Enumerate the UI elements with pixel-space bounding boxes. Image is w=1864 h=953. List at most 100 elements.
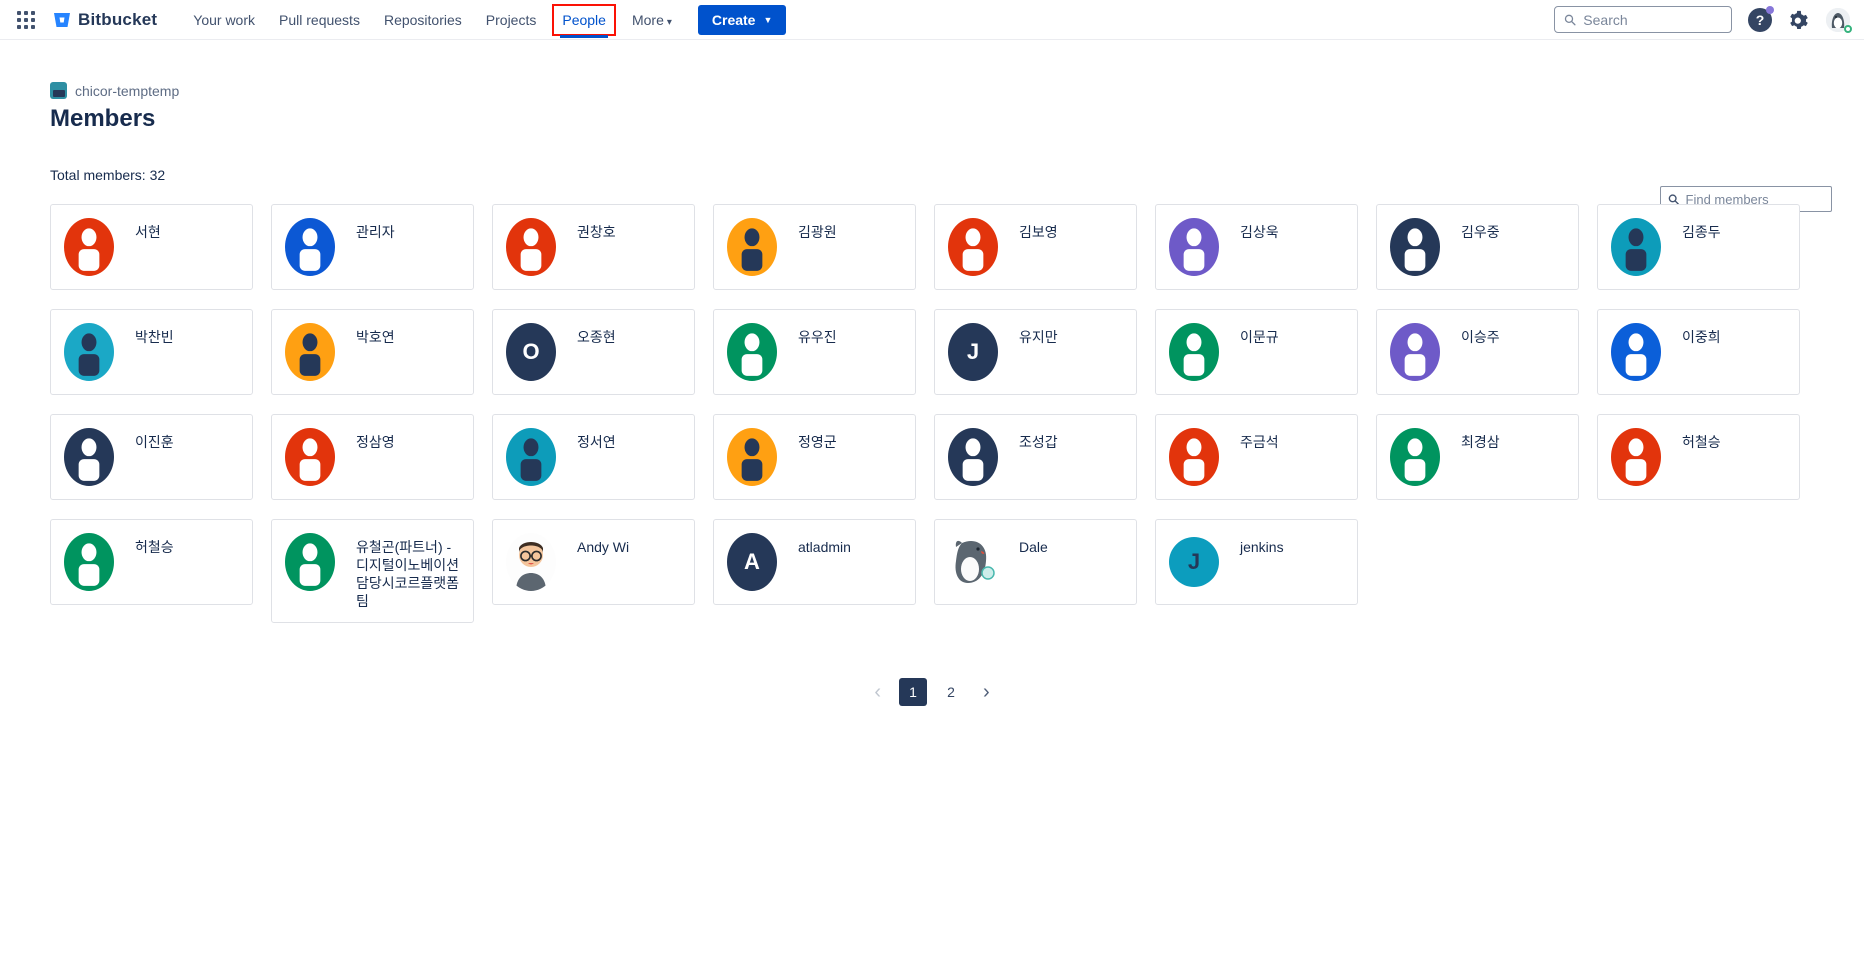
member-name[interactable]: 주금석	[1240, 434, 1279, 450]
member-name[interactable]: 허철승	[1682, 434, 1721, 450]
member-name[interactable]: 정영군	[798, 434, 837, 450]
member-card[interactable]: 정삼영	[271, 414, 474, 500]
member-name[interactable]: 박찬빈	[135, 329, 174, 345]
bitbucket-bucket-icon	[54, 12, 70, 27]
member-card[interactable]: 서현	[50, 204, 253, 290]
member-name[interactable]: 유우진	[798, 329, 837, 345]
member-avatar-icon	[1611, 323, 1661, 381]
member-name[interactable]: 권창호	[577, 224, 616, 240]
pagination-page-1[interactable]: 1	[899, 678, 927, 706]
nav-item-repositories[interactable]: Repositories	[383, 11, 462, 28]
nav-item-your-work[interactable]: Your work	[193, 11, 256, 28]
member-card[interactable]: 박찬빈	[50, 309, 253, 395]
member-card[interactable]: 박호연	[271, 309, 474, 395]
member-card[interactable]: 허철승	[1597, 414, 1800, 500]
member-card[interactable]: 정영군	[713, 414, 916, 500]
search-input[interactable]	[1583, 11, 1722, 28]
member-card[interactable]: 관리자	[271, 204, 474, 290]
more-label: More	[631, 11, 664, 28]
member-card[interactable]: Dale	[934, 519, 1137, 605]
member-card[interactable]: O 오종현	[492, 309, 695, 395]
member-avatar-icon	[285, 323, 335, 381]
member-name[interactable]: 관리자	[356, 224, 395, 240]
member-avatar-icon	[1611, 218, 1661, 276]
person-silhouette-icon	[1183, 333, 1205, 376]
avatar-letter: J	[966, 339, 980, 364]
member-card[interactable]: 유우진	[713, 309, 916, 395]
pagination-next-icon[interactable]: ›	[983, 681, 990, 703]
member-name[interactable]: 김보영	[1019, 224, 1058, 240]
breadcrumb[interactable]: chicor-temptemp	[50, 82, 1864, 99]
workspace-link[interactable]: chicor-temptemp	[75, 82, 180, 99]
member-card[interactable]: 이승주	[1376, 309, 1579, 395]
nav-item-people[interactable]: People	[552, 3, 616, 38]
member-name[interactable]: 조성갑	[1019, 434, 1058, 450]
member-card[interactable]: 이문규	[1155, 309, 1358, 395]
member-name[interactable]: 이승주	[1461, 329, 1500, 345]
member-card[interactable]: 허철승	[50, 519, 253, 605]
nav-item-pull-requests[interactable]: Pull requests	[279, 11, 360, 28]
person-silhouette-icon	[299, 543, 321, 586]
member-name[interactable]: Dale	[1019, 539, 1048, 555]
help-button[interactable]: ?	[1748, 5, 1774, 32]
member-card[interactable]: 이진훈	[50, 414, 253, 500]
find-members-input[interactable]	[1685, 191, 1824, 207]
create-button-label: Create	[711, 11, 756, 28]
member-name[interactable]: 최경삼	[1461, 434, 1500, 450]
member-card[interactable]: 최경삼	[1376, 414, 1579, 500]
member-card[interactable]: 김광원	[713, 204, 916, 290]
member-card[interactable]: 김보영	[934, 204, 1137, 290]
member-card[interactable]: J 유지만	[934, 309, 1137, 395]
member-avatar-icon	[64, 428, 114, 486]
create-button[interactable]: Create ▼	[697, 4, 787, 35]
global-search[interactable]	[1554, 6, 1732, 33]
member-name[interactable]: atladmin	[798, 539, 851, 555]
member-name[interactable]: 오종현	[577, 329, 616, 345]
member-name[interactable]: 유지만	[1019, 329, 1058, 345]
member-name[interactable]: 서현	[135, 224, 161, 240]
member-avatar-icon	[1390, 323, 1440, 381]
member-name[interactable]: 이문규	[1240, 329, 1279, 345]
pagination-page-2[interactable]: 2	[947, 684, 955, 700]
member-name[interactable]: 정삼영	[356, 434, 395, 450]
member-card[interactable]: 김종두	[1597, 204, 1800, 290]
settings-gear-icon[interactable]	[1788, 9, 1810, 31]
pagination-prev-icon[interactable]: ‹	[874, 681, 881, 703]
member-card[interactable]: 조성갑	[934, 414, 1137, 500]
member-card[interactable]: 정서연	[492, 414, 695, 500]
member-name[interactable]: 허철승	[135, 539, 174, 555]
bitbucket-logo[interactable]: Bitbucket	[52, 10, 157, 30]
user-avatar[interactable]	[1826, 7, 1852, 33]
nav-item-projects[interactable]: Projects	[485, 11, 537, 28]
member-name[interactable]: 박호연	[356, 329, 395, 345]
member-name[interactable]: 정서연	[577, 434, 616, 450]
member-name[interactable]: 이중희	[1682, 329, 1721, 345]
member-card[interactable]: Andy Wi	[492, 519, 695, 605]
member-name[interactable]: 김광원	[798, 224, 837, 240]
member-avatar-letter: A	[727, 533, 777, 591]
member-card[interactable]: 김우중	[1376, 204, 1579, 290]
member-name[interactable]: 유철곤(파트너) - 디지털이노베이션담당시코르플랫폼팀	[356, 539, 460, 609]
member-name[interactable]: 김우중	[1461, 224, 1500, 240]
member-name[interactable]: 이진훈	[135, 434, 174, 450]
member-card[interactable]: 주금석	[1155, 414, 1358, 500]
person-silhouette-icon	[78, 438, 100, 481]
member-name[interactable]: 김종두	[1682, 224, 1721, 240]
member-card[interactable]: 김상욱	[1155, 204, 1358, 290]
app-switcher-icon[interactable]	[14, 8, 38, 32]
member-card[interactable]: 이중희	[1597, 309, 1800, 395]
member-name[interactable]: jenkins	[1240, 539, 1284, 555]
nav-item-more[interactable]: More ▾	[624, 4, 680, 36]
member-card[interactable]: 유철곤(파트너) - 디지털이노베이션담당시코르플랫폼팀	[271, 519, 474, 623]
member-card[interactable]: 권창호	[492, 204, 695, 290]
member-avatar-icon	[285, 218, 335, 276]
person-silhouette-icon	[1183, 228, 1205, 271]
member-name[interactable]: Andy Wi	[577, 539, 630, 555]
andy-photo-avatar	[506, 533, 556, 591]
member-avatar-letter: J	[948, 323, 998, 381]
member-name[interactable]: 김상욱	[1240, 224, 1279, 240]
